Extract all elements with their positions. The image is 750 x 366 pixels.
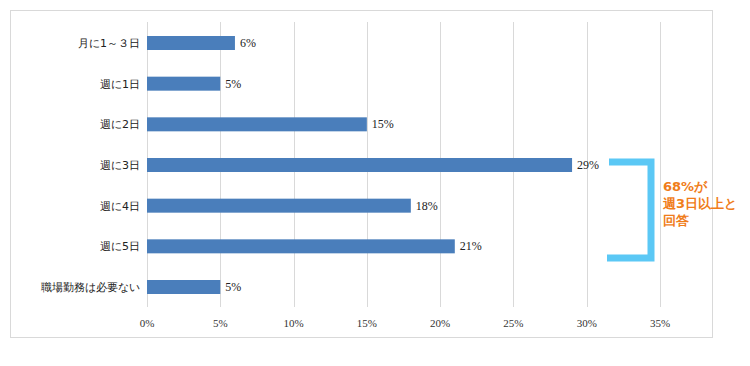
category-label: 月に1～３日 <box>78 37 140 50</box>
bar <box>147 239 455 253</box>
category-label: 職場勤務は必要ない <box>41 281 140 294</box>
bar <box>147 36 235 50</box>
tick-label: 10% <box>283 317 303 329</box>
tick-label: 0% <box>140 317 155 329</box>
data-label: 21% <box>460 239 482 253</box>
bar <box>147 280 220 294</box>
tick-label: 25% <box>503 317 523 329</box>
tick-label: 30% <box>577 317 597 329</box>
category-label: 週に3日 <box>100 159 140 172</box>
chart-frame <box>11 11 713 338</box>
chart: 0% 5% 10% 15% 20% 25% 30% 35% 月に1～３日 6% 週に1日 5% 週に2日… <box>0 0 750 366</box>
bracket <box>607 162 651 258</box>
data-label: 5% <box>225 77 241 91</box>
bar <box>147 158 572 172</box>
data-label: 15% <box>372 117 394 131</box>
tick-label: 35% <box>650 317 670 329</box>
data-label: 5% <box>225 280 241 294</box>
bars <box>147 36 572 294</box>
annotation: 週3日以上と <box>662 196 737 211</box>
data-label: 29% <box>577 158 599 172</box>
category-label: 週に4日 <box>100 200 140 213</box>
bar <box>147 199 411 213</box>
grid-line <box>660 22 661 307</box>
tick-label: 5% <box>213 317 228 329</box>
data-label: 6% <box>240 36 256 50</box>
tick-label: 15% <box>357 317 377 329</box>
annotation: 回答 <box>663 213 689 228</box>
category-label: 週に1日 <box>100 78 140 91</box>
data-label: 18% <box>416 199 438 213</box>
tick-label: 20% <box>430 317 450 329</box>
bar <box>147 77 220 91</box>
category-label: 週に2日 <box>100 118 140 131</box>
bar <box>147 117 367 131</box>
annotation: 68%が <box>663 179 708 194</box>
category-label: 週に5日 <box>100 240 140 253</box>
